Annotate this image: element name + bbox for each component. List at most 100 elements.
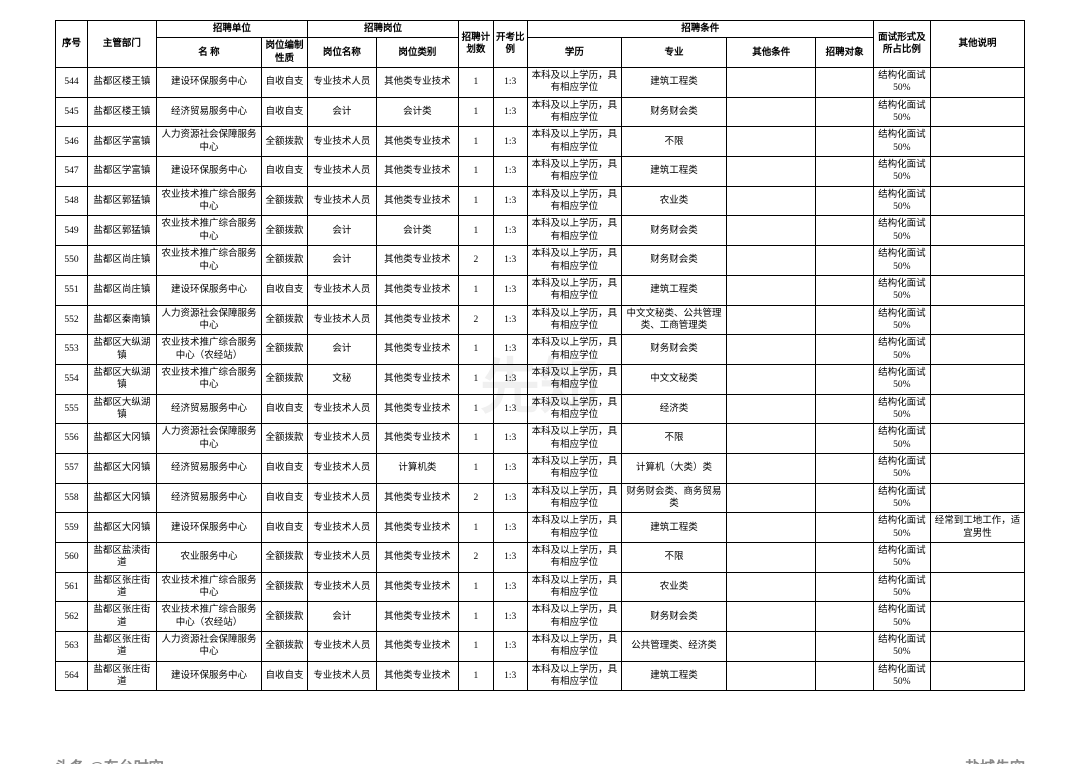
table-cell: 盐都区盐渎街道 (88, 543, 157, 573)
table-cell: 专业技术人员 (307, 661, 376, 691)
table-cell: 专业技术人员 (307, 572, 376, 602)
table-cell: 其他类专业技术 (376, 246, 458, 276)
table-cell: 结构化面试50% (873, 275, 930, 305)
table-cell: 551 (56, 275, 88, 305)
table-cell: 本科及以上学历，具有相应学位 (527, 97, 621, 127)
table-cell (727, 364, 816, 394)
table-cell (931, 275, 1025, 305)
table-cell: 本科及以上学历，具有相应学位 (527, 68, 621, 98)
table-cell: 盐都区大冈镇 (88, 453, 157, 483)
table-cell: 2 (459, 483, 493, 513)
table-cell: 农业技术推广综合服务中心 (156, 216, 261, 246)
table-cell: 1 (459, 513, 493, 543)
table-cell: 本科及以上学历，具有相应学位 (527, 335, 621, 365)
table-cell: 结构化面试50% (873, 305, 930, 335)
header-other: 其他条件 (727, 38, 816, 68)
table-cell: 经济贸易服务中心 (156, 483, 261, 513)
table-cell: 经济贸易服务中心 (156, 97, 261, 127)
table-cell: 全额拨款 (262, 424, 308, 454)
table-cell: 2 (459, 305, 493, 335)
table-cell (931, 424, 1025, 454)
table-cell: 人力资源社会保障服务中心 (156, 632, 261, 662)
table-cell: 555 (56, 394, 88, 424)
table-cell (816, 661, 873, 691)
table-cell: 1:3 (493, 157, 527, 187)
table-cell (727, 216, 816, 246)
table-cell (816, 216, 873, 246)
table-cell: 农业技术推广综合服务中心 (156, 246, 261, 276)
table-cell: 全额拨款 (262, 632, 308, 662)
table-cell (727, 394, 816, 424)
table-cell: 1:3 (493, 127, 527, 157)
recruitment-table: 序号 主管部门 招聘单位 招聘岗位 招聘计划数 开考比例 招聘条件 面试形式及所… (55, 20, 1025, 691)
table-cell: 专业技术人员 (307, 157, 376, 187)
table-cell: 盐都区尚庄镇 (88, 275, 157, 305)
table-cell: 558 (56, 483, 88, 513)
table-cell: 本科及以上学历，具有相应学位 (527, 513, 621, 543)
table-cell: 专业技术人员 (307, 127, 376, 157)
table-cell: 自收自支 (262, 97, 308, 127)
header-remark: 其他说明 (931, 21, 1025, 68)
table-cell (931, 364, 1025, 394)
table-cell (931, 246, 1025, 276)
table-cell: 结构化面试50% (873, 216, 930, 246)
table-row: 560盐都区盐渎街道农业服务中心全额拨款专业技术人员其他类专业技术21:3本科及… (56, 543, 1025, 573)
table-cell: 结构化面试50% (873, 97, 930, 127)
table-cell: 1:3 (493, 572, 527, 602)
table-cell: 农业技术推广综合服务中心 (156, 186, 261, 216)
table-cell (816, 275, 873, 305)
table-cell: 其他类专业技术 (376, 424, 458, 454)
table-cell: 1 (459, 97, 493, 127)
table-cell: 本科及以上学历，具有相应学位 (527, 305, 621, 335)
table-cell: 盐都区大纵湖镇 (88, 335, 157, 365)
table-cell: 544 (56, 68, 88, 98)
table-cell: 盐都区大纵湖镇 (88, 364, 157, 394)
table-cell: 本科及以上学历，具有相应学位 (527, 364, 621, 394)
table-cell: 文秘 (307, 364, 376, 394)
table-cell: 专业技术人员 (307, 424, 376, 454)
header-count: 招聘计划数 (459, 21, 493, 68)
table-cell (931, 97, 1025, 127)
table-cell: 其他类专业技术 (376, 68, 458, 98)
header-dept: 主管部门 (88, 21, 157, 68)
table-row: 564盐都区张庄街道建设环保服务中心自收自支专业技术人员其他类专业技术11:3本… (56, 661, 1025, 691)
table-cell: 建筑工程类 (621, 661, 726, 691)
table-row: 557盐都区大冈镇经济贸易服务中心自收自支专业技术人员计算机类11:3本科及以上… (56, 453, 1025, 483)
table-cell: 其他类专业技术 (376, 127, 458, 157)
table-cell: 1 (459, 157, 493, 187)
table-cell: 1 (459, 453, 493, 483)
table-cell: 财务财会类、商务贸易类 (621, 483, 726, 513)
table-cell: 建设环保服务中心 (156, 68, 261, 98)
table-cell: 盐都区楼王镇 (88, 97, 157, 127)
table-cell: 农业技术推广综合服务中心（农经站） (156, 602, 261, 632)
table-cell: 会计 (307, 602, 376, 632)
table-cell (816, 543, 873, 573)
table-cell (931, 305, 1025, 335)
table-cell (816, 127, 873, 157)
table-cell: 人力资源社会保障服务中心 (156, 424, 261, 454)
table-cell: 专业技术人员 (307, 68, 376, 98)
table-cell: 1:3 (493, 186, 527, 216)
table-cell: 本科及以上学历，具有相应学位 (527, 394, 621, 424)
table-cell (727, 572, 816, 602)
table-cell: 561 (56, 572, 88, 602)
table-cell: 盐都区张庄街道 (88, 661, 157, 691)
table-cell: 1 (459, 364, 493, 394)
footer-left-text: 头条 @东台时空 (55, 756, 164, 764)
table-cell (816, 157, 873, 187)
header-pos-type: 岗位类别 (376, 38, 458, 68)
table-cell: 建筑工程类 (621, 513, 726, 543)
table-cell: 会计类 (376, 216, 458, 246)
table-cell: 盐都区郭猛镇 (88, 186, 157, 216)
table-cell: 本科及以上学历，具有相应学位 (527, 127, 621, 157)
table-cell: 1:3 (493, 68, 527, 98)
table-cell: 结构化面试50% (873, 572, 930, 602)
table-cell: 专业技术人员 (307, 483, 376, 513)
table-row: 563盐都区张庄街道人力资源社会保障服务中心全额拨款专业技术人员其他类专业技术1… (56, 632, 1025, 662)
header-seq: 序号 (56, 21, 88, 68)
table-cell (931, 543, 1025, 573)
table-cell: 本科及以上学历，具有相应学位 (527, 453, 621, 483)
table-cell: 1:3 (493, 483, 527, 513)
table-cell: 不限 (621, 424, 726, 454)
table-cell: 人力资源社会保障服务中心 (156, 305, 261, 335)
